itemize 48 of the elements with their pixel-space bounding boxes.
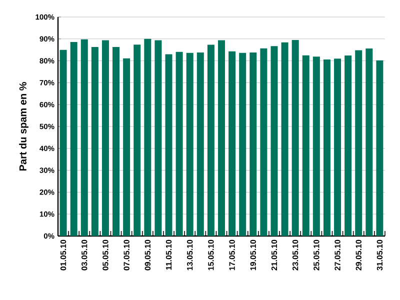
- bar: [60, 50, 67, 236]
- bar: [239, 52, 246, 236]
- bar: [207, 44, 214, 236]
- bar: [123, 58, 130, 236]
- y-axis-title: Part du spam en %: [19, 82, 28, 171]
- bar: [70, 42, 78, 236]
- x-tick-label: 27.05.10: [334, 240, 340, 270]
- bar: [250, 52, 257, 236]
- bar: [281, 42, 288, 236]
- bar: [102, 40, 109, 236]
- bar: [144, 38, 152, 236]
- x-tick-label: 29.05.10: [356, 240, 362, 270]
- bar: [218, 40, 225, 236]
- bar: [334, 58, 342, 236]
- bar: [134, 44, 141, 236]
- bar: [344, 56, 352, 236]
- bar: [176, 52, 183, 236]
- x-tick-label: 09.05.10: [144, 240, 150, 270]
- bar: [302, 55, 310, 236]
- bar: [91, 47, 98, 236]
- x-tick-label: 17.05.10: [229, 240, 235, 270]
- bar: [112, 47, 120, 236]
- bar: [165, 54, 172, 236]
- x-tick-label: 07.05.10: [124, 240, 130, 270]
- bar: [292, 40, 299, 236]
- x-tick-label: 23.05.10: [292, 240, 298, 270]
- x-tick-label: 01.05.10: [60, 240, 66, 270]
- bar: [270, 46, 278, 236]
- x-tick-label: 21.05.10: [271, 240, 278, 270]
- x-tick-label: 15.05.10: [208, 240, 214, 270]
- x-tick-label: 11.05.10: [166, 240, 172, 270]
- bar: [228, 51, 236, 236]
- bar: [196, 52, 204, 236]
- bar: [355, 50, 362, 236]
- bar: [312, 56, 320, 236]
- x-tick-label: 31.05.10: [376, 240, 383, 270]
- bar: [260, 48, 268, 236]
- bar: [186, 52, 194, 236]
- x-tick-label: 19.05.10: [250, 240, 256, 270]
- bar: [366, 48, 373, 236]
- x-tick-label: 03.05.10: [82, 240, 88, 270]
- bar: [154, 40, 162, 236]
- bar: [80, 39, 88, 236]
- x-tick-label: 13.05.10: [187, 240, 193, 270]
- bar: [376, 60, 384, 236]
- bar: [323, 59, 330, 236]
- x-tick-label: 25.05.10: [314, 240, 320, 270]
- x-tick-label: 05.05.10: [102, 240, 108, 270]
